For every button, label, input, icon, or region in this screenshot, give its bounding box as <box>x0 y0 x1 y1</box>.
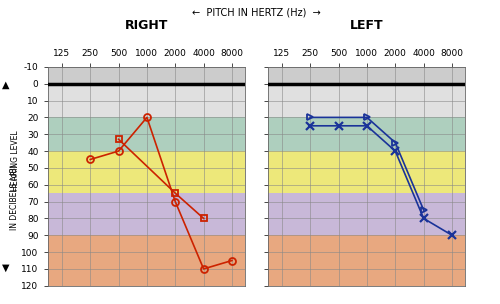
Text: ←  PITCH IN HERTZ (Hz)  →: ← PITCH IN HERTZ (Hz) → <box>192 8 320 18</box>
Bar <box>48 117 245 151</box>
Text: HEARING LEVEL: HEARING LEVEL <box>10 131 20 192</box>
Bar <box>268 193 465 235</box>
Bar <box>268 84 465 117</box>
Bar <box>48 84 245 117</box>
Title: RIGHT: RIGHT <box>124 19 168 33</box>
Bar <box>48 193 245 235</box>
Bar <box>268 117 465 151</box>
Bar <box>268 151 465 193</box>
Bar <box>48 235 245 286</box>
Text: ▲: ▲ <box>2 79 10 89</box>
Bar <box>48 67 245 84</box>
Title: LEFT: LEFT <box>350 19 383 33</box>
Bar <box>268 235 465 286</box>
Bar <box>268 67 465 84</box>
Bar <box>48 151 245 193</box>
Text: ▼: ▼ <box>2 263 10 273</box>
Text: IN DECIBELS (dB): IN DECIBELS (dB) <box>10 165 20 230</box>
